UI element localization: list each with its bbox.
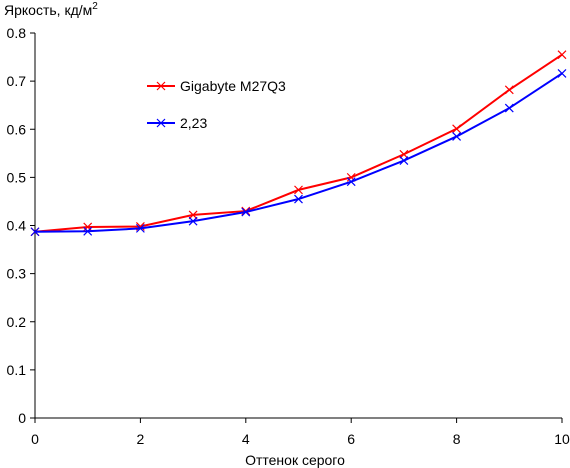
series-line <box>34 72 563 233</box>
y-axis-label-superscript: 2 <box>92 1 98 12</box>
y-tick-label: 0.1 <box>7 362 27 378</box>
data-point <box>135 223 145 233</box>
x-tick-label: 10 <box>554 431 570 447</box>
data-point <box>557 69 567 78</box>
x-tick-label: 8 <box>453 431 461 447</box>
y-tick-label: 0 <box>18 410 26 426</box>
series-0 <box>30 50 567 237</box>
series-group <box>30 50 567 237</box>
y-tick-label: 0.7 <box>7 73 27 89</box>
legend: Gigabyte M27Q3 2,23 <box>147 78 286 131</box>
x-tick-label: 6 <box>347 431 355 447</box>
x-tick-label: 0 <box>31 431 39 447</box>
data-point <box>452 124 462 134</box>
data-point <box>83 222 93 232</box>
legend-entry-1: 2,23 <box>147 115 207 131</box>
data-point <box>294 194 303 204</box>
y-tick-label: 0.6 <box>7 121 27 137</box>
y-axis-label: Яркость, кд/м2 <box>4 1 98 18</box>
y-tick-label: 0.3 <box>7 266 27 282</box>
legend-marker <box>156 81 166 91</box>
data-point <box>241 207 251 217</box>
x-tick-label: 4 <box>242 431 250 447</box>
legend-marker <box>156 118 166 128</box>
data-point <box>504 85 514 95</box>
data-point <box>30 227 40 237</box>
legend-label: 2,23 <box>180 115 207 131</box>
y-tick-label: 0.8 <box>7 25 27 41</box>
y-tick-label: 0.4 <box>7 218 27 234</box>
data-point <box>188 216 198 226</box>
data-point <box>452 132 462 141</box>
legend-label: Gigabyte M27Q3 <box>180 78 286 94</box>
y-axis-label-text: Яркость, кд/м <box>4 2 92 18</box>
series-1 <box>30 69 567 237</box>
y-tick-label: 0.2 <box>7 314 27 330</box>
data-point <box>504 103 514 113</box>
data-point <box>346 177 356 187</box>
x-axis-label: Оттенок серого <box>245 452 345 468</box>
series-line <box>34 53 563 233</box>
data-point <box>399 149 409 159</box>
legend-entry-0: Gigabyte M27Q3 <box>147 78 286 94</box>
axes: 0 0.1 0.2 0.3 0.4 0.5 0.6 0.7 0.8 0 2 4 6 8 10 <box>7 25 570 447</box>
data-point <box>399 156 409 165</box>
data-point <box>83 226 93 236</box>
y-tick-label: 0.5 <box>7 169 27 185</box>
x-tick-label: 2 <box>137 431 145 447</box>
data-point <box>557 50 567 60</box>
data-point <box>294 185 303 195</box>
data-point <box>188 210 198 220</box>
